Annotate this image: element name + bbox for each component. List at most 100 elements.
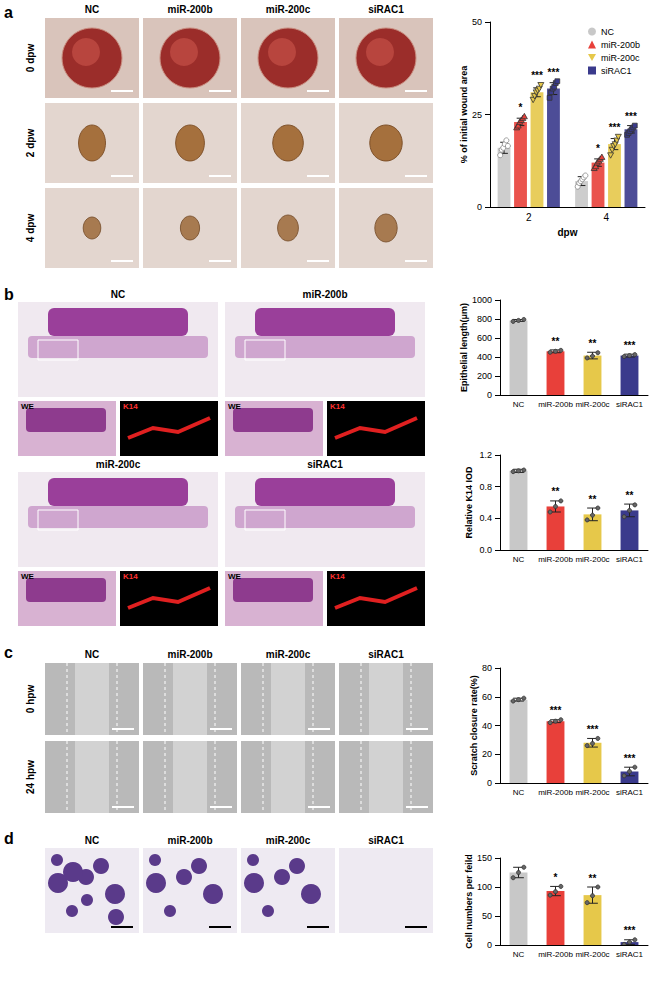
svg-text:miR-200b: miR-200b [538,788,573,797]
svg-text:NC: NC [601,27,614,37]
svg-text:60: 60 [482,692,492,702]
svg-text:**: ** [552,336,560,347]
svg-text:NC: NC [85,4,99,15]
svg-text:d: d [4,830,14,847]
svg-text:siRAC1: siRAC1 [616,788,644,797]
svg-text:NC: NC [111,289,125,300]
svg-text:**: ** [589,494,597,505]
svg-text:miR-200b: miR-200b [538,555,573,564]
svg-text:miR-200b: miR-200b [167,4,212,15]
svg-text:K14: K14 [330,402,345,411]
svg-text:K14: K14 [330,572,345,581]
svg-text:4: 4 [603,212,609,223]
svg-text:K14: K14 [123,402,138,411]
svg-text:siRAC1: siRAC1 [307,459,343,470]
svg-text:miR-200b: miR-200b [601,40,640,50]
svg-text:Scratch closure rate(%): Scratch closure rate(%) [469,675,479,776]
svg-text:0: 0 [487,940,492,950]
svg-text:*: * [554,872,558,883]
svg-text:2 dpw: 2 dpw [25,129,36,158]
svg-text:K14: K14 [123,572,138,581]
svg-text:50: 50 [472,17,482,27]
svg-text:0.0: 0.0 [479,545,492,555]
svg-text:NC: NC [513,400,525,409]
svg-text:miR-200b: miR-200b [167,649,212,660]
svg-text:*: * [596,143,600,154]
svg-text:50: 50 [482,911,492,921]
svg-text:**: ** [589,873,597,884]
svg-text:siRAC1: siRAC1 [616,555,644,564]
svg-text:WE: WE [21,402,35,411]
svg-text:miR-200b: miR-200b [302,289,347,300]
svg-text:Cell numbers per feild: Cell numbers per feild [464,854,474,949]
svg-text:siRAC1: siRAC1 [616,400,644,409]
svg-text:*: * [519,102,523,113]
svg-text:***: *** [550,705,562,716]
svg-text:siRAC1: siRAC1 [368,835,404,846]
svg-text:Epithelial length(μm): Epithelial length(μm) [459,303,469,392]
svg-text:miR-200b: miR-200b [538,950,573,959]
svg-text:miR-200b: miR-200b [167,835,212,846]
svg-text:% of initial wound area: % of initial wound area [459,65,469,164]
svg-text:c: c [4,644,13,661]
svg-text:4 dpw: 4 dpw [25,214,36,243]
svg-text:***: *** [624,753,636,764]
svg-text:NC: NC [513,555,525,564]
svg-text:dpw: dpw [558,227,578,238]
svg-text:miR-200c: miR-200c [266,835,311,846]
svg-text:0: 0 [477,202,482,212]
svg-text:WE: WE [228,572,242,581]
svg-text:1.2: 1.2 [479,450,492,460]
svg-text:a: a [4,4,13,21]
svg-text:400: 400 [477,352,492,362]
svg-text:0.8: 0.8 [479,482,492,492]
svg-text:***: *** [609,122,621,133]
svg-text:siRAC1: siRAC1 [368,649,404,660]
svg-text:20: 20 [482,749,492,759]
svg-text:1000: 1000 [472,295,492,305]
svg-text:miR-200b: miR-200b [538,400,573,409]
svg-text:NC: NC [85,649,99,660]
svg-text:***: *** [624,340,636,351]
svg-text:24 hpw: 24 hpw [25,760,36,794]
svg-text:WE: WE [228,402,242,411]
svg-text:**: ** [626,490,634,501]
svg-text:miR-200c: miR-200c [601,53,640,63]
svg-text:0.4: 0.4 [479,513,492,523]
svg-text:miR-200c: miR-200c [575,400,609,409]
svg-text:NC: NC [513,950,525,959]
svg-text:b: b [4,286,14,303]
svg-text:***: *** [625,111,637,122]
svg-text:**: ** [552,486,560,497]
svg-text:***: *** [531,70,543,81]
svg-text:200: 200 [477,371,492,381]
svg-text:100: 100 [477,882,492,892]
svg-text:2: 2 [526,212,532,223]
svg-text:0 hpw: 0 hpw [25,685,36,714]
svg-text:siRAC1: siRAC1 [601,66,632,76]
svg-text:miR-200c: miR-200c [575,555,609,564]
svg-text:80: 80 [482,663,492,673]
svg-text:0 dpw: 0 dpw [25,44,36,73]
svg-text:siRAC1: siRAC1 [368,4,404,15]
svg-text:Relative K14 IOD: Relative K14 IOD [464,466,474,539]
svg-text:miR-200c: miR-200c [266,649,311,660]
svg-text:WE: WE [21,572,35,581]
svg-text:**: ** [589,338,597,349]
svg-text:miR-200c: miR-200c [575,950,609,959]
svg-text:miR-200c: miR-200c [266,4,311,15]
svg-text:***: *** [624,925,636,936]
svg-text:***: *** [587,724,599,735]
svg-text:siRAC1: siRAC1 [616,950,644,959]
svg-text:miR-200c: miR-200c [96,459,141,470]
svg-text:40: 40 [482,721,492,731]
svg-text:800: 800 [477,314,492,324]
svg-text:600: 600 [477,333,492,343]
svg-text:NC: NC [513,788,525,797]
svg-text:150: 150 [477,853,492,863]
svg-text:miR-200c: miR-200c [575,788,609,797]
svg-text:0: 0 [487,390,492,400]
svg-text:0: 0 [487,778,492,788]
svg-text:NC: NC [85,835,99,846]
svg-text:25: 25 [472,110,482,120]
